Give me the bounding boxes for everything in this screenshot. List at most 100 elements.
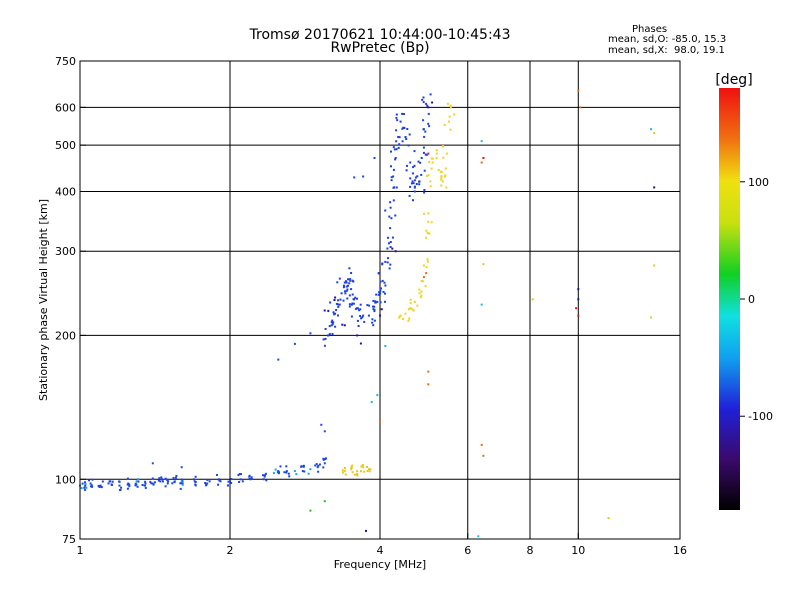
data-point-f1-trace-o [405, 169, 408, 172]
data-point-f1-trace-o [343, 281, 346, 284]
data-point-e-trace-o [179, 487, 182, 490]
data-point-f1-trace-o [395, 148, 398, 151]
data-point-scattered-orange [427, 383, 430, 386]
data-point-f-trace-x [437, 169, 440, 171]
data-point-e-trace-o [288, 475, 291, 478]
x-tick-label: 10 [571, 544, 585, 557]
data-point-scattered-cyan [650, 128, 653, 131]
data-point-e-trace-o [136, 485, 139, 488]
data-point-f-trace-x [440, 175, 443, 178]
data-point-f1-trace-o [366, 304, 369, 307]
data-point-f1-trace-o [408, 194, 411, 197]
data-point-f-trace-x [440, 176, 443, 179]
grid-lines [80, 61, 680, 539]
data-point-e-trace-x [309, 468, 312, 471]
data-point-f-trace-x [407, 319, 410, 322]
data-point-es-x [351, 464, 354, 467]
data-point-f1-trace-o [340, 292, 343, 295]
data-point-scattered-green [323, 500, 326, 503]
data-point-f1-trace-o [359, 315, 362, 317]
data-point-e-trace-o [204, 482, 207, 484]
data-point-e-trace-o [166, 482, 169, 485]
data-point-e-trace-o [83, 486, 86, 489]
data-point-f1-trace-o [354, 296, 357, 299]
data-point-f1-trace-o [350, 272, 353, 274]
data-point-f1-trace-o [381, 279, 384, 282]
data-point-e-trace-o [84, 484, 87, 487]
data-point-e-trace-o [162, 480, 164, 483]
data-point-f1-trace-o [351, 302, 354, 305]
data-point-e-trace-o [181, 482, 184, 485]
data-point-f-trace-x [423, 212, 425, 215]
data-point-f1-trace-o [327, 334, 330, 337]
data-point-f1-trace-o [373, 309, 376, 311]
data-point-f1-trace-o [359, 308, 362, 311]
data-point-f1-trace-o [367, 314, 370, 317]
data-point-f1-trace-o [379, 289, 382, 292]
data-point-f1-trace-o [402, 113, 405, 115]
data-point-e-trace-o [144, 480, 147, 483]
data-point-f-trace-x [435, 149, 438, 152]
data-point-e-trace-o [303, 470, 306, 473]
data-point-e-trace-o [323, 462, 326, 465]
data-point-f-trace-x [407, 308, 410, 311]
data-point-f1-trace-o [346, 288, 349, 291]
data-point-f1-trace-o [330, 321, 333, 324]
data-point-e-trace-o [285, 470, 288, 473]
data-point-f1-trace-o [413, 164, 416, 167]
data-point-f1-trace-o [349, 279, 352, 282]
data-point-e-trace-o [151, 477, 154, 480]
data-point-es-sporadic [353, 176, 356, 179]
data-point-scattered-orange [425, 272, 428, 275]
data-point-f1-trace-o [356, 307, 359, 310]
data-point-es-x [356, 472, 359, 475]
data-point-es-x [344, 473, 347, 476]
data-point-e-trace-o [248, 478, 251, 480]
data-point-f1-dark-o [380, 308, 383, 311]
data-point-e-trace-o [262, 474, 264, 477]
data-point-f-trace-x [444, 174, 447, 177]
data-point-f1-trace-o [393, 186, 396, 189]
data-point-f1-trace-o [350, 288, 353, 291]
data-point-f1-trace-o [332, 311, 335, 314]
data-point-f1-trace-o [409, 177, 412, 180]
data-point-e-trace-o [90, 484, 93, 487]
data-point-e-trace-o [160, 476, 163, 479]
data-point-e-trace-o [283, 471, 286, 474]
data-point-e-trace-o [110, 483, 113, 486]
data-point-f-trace-x [410, 307, 413, 310]
data-point-f-trace-x [449, 128, 452, 131]
data-point-f1-trace-o [393, 148, 396, 151]
data-point-f1-trace-o [345, 280, 347, 283]
data-point-f1-trace-o [373, 310, 376, 313]
data-point-scattered-yellow [650, 316, 653, 319]
data-point-e-trace-o [217, 483, 220, 486]
data-point-e-trace-o [143, 484, 146, 487]
data-point-f-trace-x [444, 167, 447, 170]
data-point-f1-trace-o [390, 165, 392, 168]
data-point-f-trace-x [440, 184, 443, 187]
data-point-f1-trace-o [395, 140, 398, 143]
data-point-scattered-cyan [384, 345, 387, 347]
data-point-f-trace-x [431, 157, 434, 160]
data-point-e-trace-x [80, 487, 83, 490]
data-point-f-trace-x [429, 180, 432, 183]
data-point-f1-trace-o [322, 338, 325, 341]
data-point-f1-trace-o [346, 297, 349, 300]
data-point-f1-trace-o [390, 179, 393, 182]
data-point-f-trace-x [420, 294, 423, 297]
data-point-e-trace-x [181, 483, 184, 486]
data-point-f1-trace-o [395, 186, 398, 189]
data-point-e-trace-o [239, 478, 242, 481]
data-point-f1-trace-o [351, 293, 354, 296]
data-point-e-trace-o [126, 477, 129, 480]
data-point-f1-trace-o [421, 98, 424, 101]
data-point-f1-trace-o [348, 303, 351, 306]
scatter-points [79, 89, 656, 538]
data-point-e-trace-o [249, 478, 252, 481]
data-point-f-trace-x [447, 102, 449, 105]
data-point-e-trace-o [90, 485, 92, 488]
data-point-f1-trace-o [428, 125, 431, 128]
data-point-f1-trace-o [373, 319, 376, 322]
data-point-e-trace-x [135, 480, 138, 483]
